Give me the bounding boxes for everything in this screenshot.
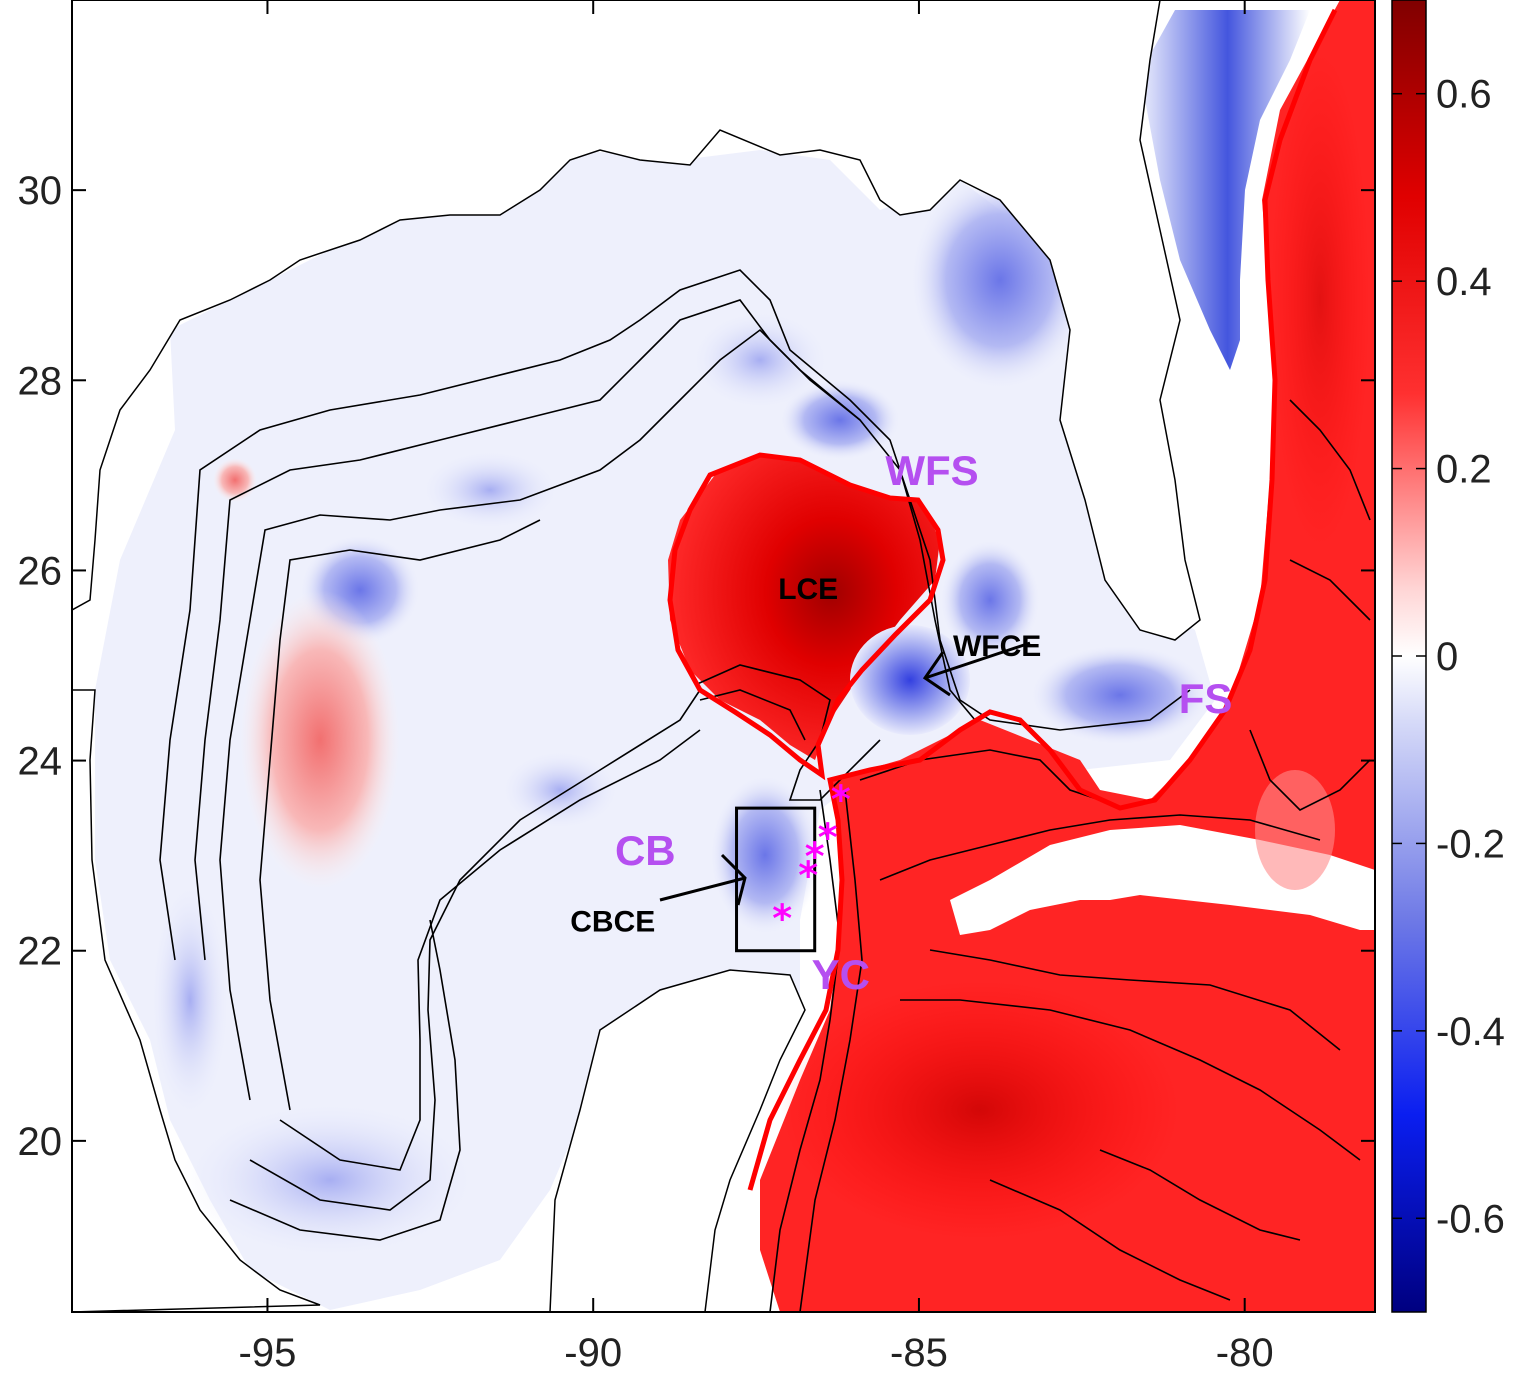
colorbar-tick-label: -0.2 xyxy=(1436,822,1505,866)
contour-loop-2 xyxy=(699,689,806,741)
western-shelf-negative xyxy=(150,880,230,1120)
station-marker: * xyxy=(805,835,825,879)
contour-yc-1 xyxy=(769,789,841,1312)
contour-campeche-2 xyxy=(249,689,701,1211)
contour-outer xyxy=(159,269,1191,961)
lce-outline xyxy=(667,452,946,781)
mexico-yucatan-land xyxy=(72,689,321,1312)
y-tick-label: 24 xyxy=(18,740,63,784)
contour-caribbean-2 xyxy=(900,999,1361,1161)
wfce-arrow-line xyxy=(924,641,1031,680)
south-florida-pink xyxy=(1255,770,1335,890)
loop-current-eddy-field xyxy=(668,455,940,760)
fs-negative-eddy xyxy=(1030,645,1210,745)
y-tick-label: 20 xyxy=(18,1120,63,1164)
contour-caribbean-4 xyxy=(1099,1149,1301,1241)
contour-deep xyxy=(259,519,541,1111)
colorbar-tick-label: 0.6 xyxy=(1436,73,1492,117)
gulf-basin-field xyxy=(95,150,1215,1310)
current-outlines xyxy=(667,8,1338,1191)
contour-middle xyxy=(194,299,976,961)
y-tick-label: 26 xyxy=(18,549,63,593)
eastern-positive-field xyxy=(760,0,1375,1312)
x-tick-label: -85 xyxy=(890,1331,948,1375)
x-axis: -95 -90 -85 -80 xyxy=(239,0,1274,1375)
us-coast-land xyxy=(72,0,1375,641)
contour-caribbean-1 xyxy=(929,949,1341,1051)
contour-cuba-2 xyxy=(879,814,1321,881)
contour-florida-2 xyxy=(1289,559,1371,621)
western-positive-eddy xyxy=(240,590,400,890)
y-tick-label: 30 xyxy=(18,169,63,213)
x-tick-label: -95 xyxy=(239,1331,297,1375)
wfce-arrow-head xyxy=(922,651,951,697)
colorbar-tick-label: -0.4 xyxy=(1436,1010,1505,1054)
contour-bahamas xyxy=(1249,729,1371,811)
y-tick-label: 28 xyxy=(18,359,63,403)
region-label-cb: CB xyxy=(615,827,676,874)
colorbar-tick-label: -0.6 xyxy=(1436,1197,1505,1241)
map-labels: WFS FS CB YC LCE WFCE CBCE xyxy=(570,447,1232,998)
northern-negative-patch xyxy=(780,380,900,460)
yucatan-peninsula-land xyxy=(549,969,806,1312)
station-marker: * xyxy=(818,816,838,860)
feature-label-lce: LCE xyxy=(778,573,838,606)
atlantic-negative-band xyxy=(1145,10,1310,370)
contour-inner xyxy=(219,328,861,1101)
campeche-negative xyxy=(180,1100,480,1260)
caribbean-dark-core xyxy=(780,980,1180,1240)
western-negative-patch-2 xyxy=(420,450,560,530)
contour-campeche-3 xyxy=(279,729,701,1171)
contour-caribbean-3 xyxy=(989,1179,1231,1301)
station-marker: * xyxy=(831,778,851,822)
region-label-wfs: WFS xyxy=(885,447,978,494)
feature-label-wfce: WFCE xyxy=(953,630,1041,663)
northern-negative-patch-2 xyxy=(690,310,830,410)
x-tick-label: -90 xyxy=(564,1331,622,1375)
loop-current-outline xyxy=(747,8,1338,1191)
colorbar-tick-label: 0.4 xyxy=(1436,260,1492,304)
central-negative xyxy=(500,750,620,830)
contour-yc-2 xyxy=(799,789,863,1312)
cbce-arrow-line xyxy=(659,876,746,902)
florida-current-core xyxy=(1270,50,1370,550)
region-label-yc: YC xyxy=(812,951,870,998)
colorbar-axis: 0.6 0.4 0.2 0 -0.2 -0.4 -0.6 xyxy=(1392,73,1505,1241)
contour-florida-1 xyxy=(1289,399,1371,521)
small-positive-patch xyxy=(213,458,257,502)
colorbar-tick-label: 0.2 xyxy=(1436,448,1492,492)
station-marker: * xyxy=(772,896,792,940)
region-label-fs: FS xyxy=(1179,675,1233,722)
x-tick-label: -80 xyxy=(1216,1331,1274,1375)
annotation-arrows xyxy=(659,641,1031,906)
cbce-arrow-head xyxy=(720,853,747,906)
wfs-negative-patch-south xyxy=(940,540,1040,660)
y-axis: 20 22 24 26 28 30 xyxy=(18,169,1375,1164)
colorbar-tick-label: 0 xyxy=(1436,635,1458,679)
station-markers: ***** xyxy=(772,778,851,941)
y-tick-label: 22 xyxy=(18,930,63,974)
contour-campeche-1 xyxy=(229,919,461,1241)
feature-label-cbce: CBCE xyxy=(570,906,655,939)
bathymetry-contours xyxy=(159,269,1371,1312)
plot-frame xyxy=(71,0,1376,1313)
station-marker: * xyxy=(798,854,818,898)
